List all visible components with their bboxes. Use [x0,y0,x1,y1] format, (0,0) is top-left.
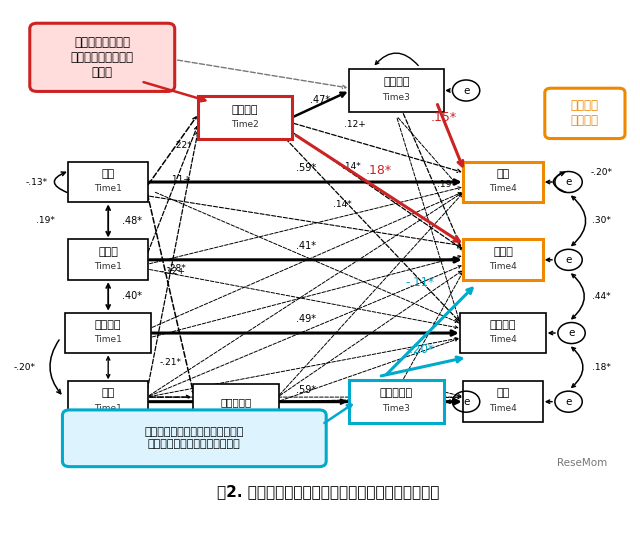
Text: Time3: Time3 [382,93,410,102]
Text: Time1: Time1 [94,335,122,345]
FancyBboxPatch shape [30,23,175,91]
Text: 時間が経ってからの楽しみ後悔が
自律的な動機づけを低下させる: 時間が経ってからの楽しみ後悔が 自律的な動機づけを低下させる [145,428,244,449]
Text: .19*: .19* [437,180,456,189]
Text: .49*: .49* [296,314,316,325]
FancyBboxPatch shape [68,161,148,202]
Text: -.13*: -.13* [26,178,48,186]
Text: .11+: .11+ [168,176,191,184]
Text: Time4: Time4 [490,335,517,345]
Text: .47*: .47* [310,94,331,105]
Text: 直後の勉強後悔が
自律的な動機づけを
高める: 直後の勉強後悔が 自律的な動機づけを 高める [71,36,134,79]
Text: Time1: Time1 [94,262,122,271]
FancyBboxPatch shape [193,383,278,420]
Text: .18*: .18* [592,363,611,372]
Text: Time1: Time1 [94,184,122,193]
Text: .44*: .44* [592,292,611,301]
FancyBboxPatch shape [463,161,543,202]
FancyBboxPatch shape [545,88,625,139]
Text: 自律的な
動機づけ: 自律的な 動機づけ [571,99,599,127]
Text: .28*: .28* [167,265,186,273]
Text: -.20*: -.20* [590,168,612,177]
Text: 外的: 外的 [497,388,510,399]
FancyBboxPatch shape [349,380,444,423]
Text: -.21*: -.21* [159,358,182,367]
Text: Time3: Time3 [382,404,410,413]
Text: e: e [565,255,572,265]
Text: e: e [568,328,575,338]
Text: Time4: Time4 [490,404,517,413]
Text: 楽しみ後悔: 楽しみ後悔 [380,388,413,399]
Text: Time1: Time1 [94,404,122,413]
Text: 楽しみ後悔: 楽しみ後悔 [220,397,252,407]
Text: .14*: .14* [342,161,361,171]
Text: -.20*: -.20* [14,363,36,372]
Text: ReseMom: ReseMom [557,458,607,468]
FancyBboxPatch shape [198,97,292,139]
FancyBboxPatch shape [349,69,444,112]
FancyBboxPatch shape [68,239,148,280]
Text: Time4: Time4 [490,262,517,271]
Text: .38*: .38* [306,410,326,421]
Text: 図2. 動機づけの自律性と後悔感情の時間的な関係性: 図2. 動機づけの自律性と後悔感情の時間的な関係性 [217,484,439,499]
Text: .59*: .59* [296,385,316,395]
Text: .41*: .41* [296,241,316,251]
Text: 外的: 外的 [102,388,115,399]
FancyBboxPatch shape [63,410,326,467]
Text: 同一化: 同一化 [493,247,513,256]
Text: 勉強後悔: 勉強後悔 [232,105,258,114]
FancyBboxPatch shape [463,239,543,280]
Text: 内的: 内的 [497,169,510,179]
FancyBboxPatch shape [463,381,543,422]
Text: 勉強後悔: 勉強後悔 [383,77,410,87]
Text: e: e [565,177,572,187]
Text: -.20*: -.20* [406,342,435,355]
Text: .14*: .14* [333,200,352,210]
Text: .59*: .59* [296,163,316,173]
Text: 取り入れ: 取り入れ [95,320,122,330]
Text: .15*: .15* [431,111,457,124]
Text: Time2: Time2 [231,120,259,129]
Text: .30*: .30* [592,217,611,225]
Text: e: e [565,397,572,407]
Text: 内的: 内的 [102,169,115,179]
Text: e: e [463,85,469,96]
Text: .19*: .19* [36,217,55,225]
Text: .40*: .40* [122,292,142,301]
Text: -.11*: -.11* [406,276,435,289]
FancyBboxPatch shape [68,381,148,422]
FancyBboxPatch shape [65,313,151,353]
Text: 同一化: 同一化 [99,247,118,256]
Text: e: e [463,397,469,407]
Text: Time4: Time4 [490,184,517,193]
Text: .18*: .18* [365,164,392,177]
Text: .48*: .48* [122,216,142,226]
Text: .22*: .22* [173,141,192,150]
FancyBboxPatch shape [460,313,546,353]
Text: .12+: .12+ [344,120,365,129]
Text: 取り入れ: 取り入れ [490,320,516,330]
Text: -.12+: -.12+ [161,267,186,276]
